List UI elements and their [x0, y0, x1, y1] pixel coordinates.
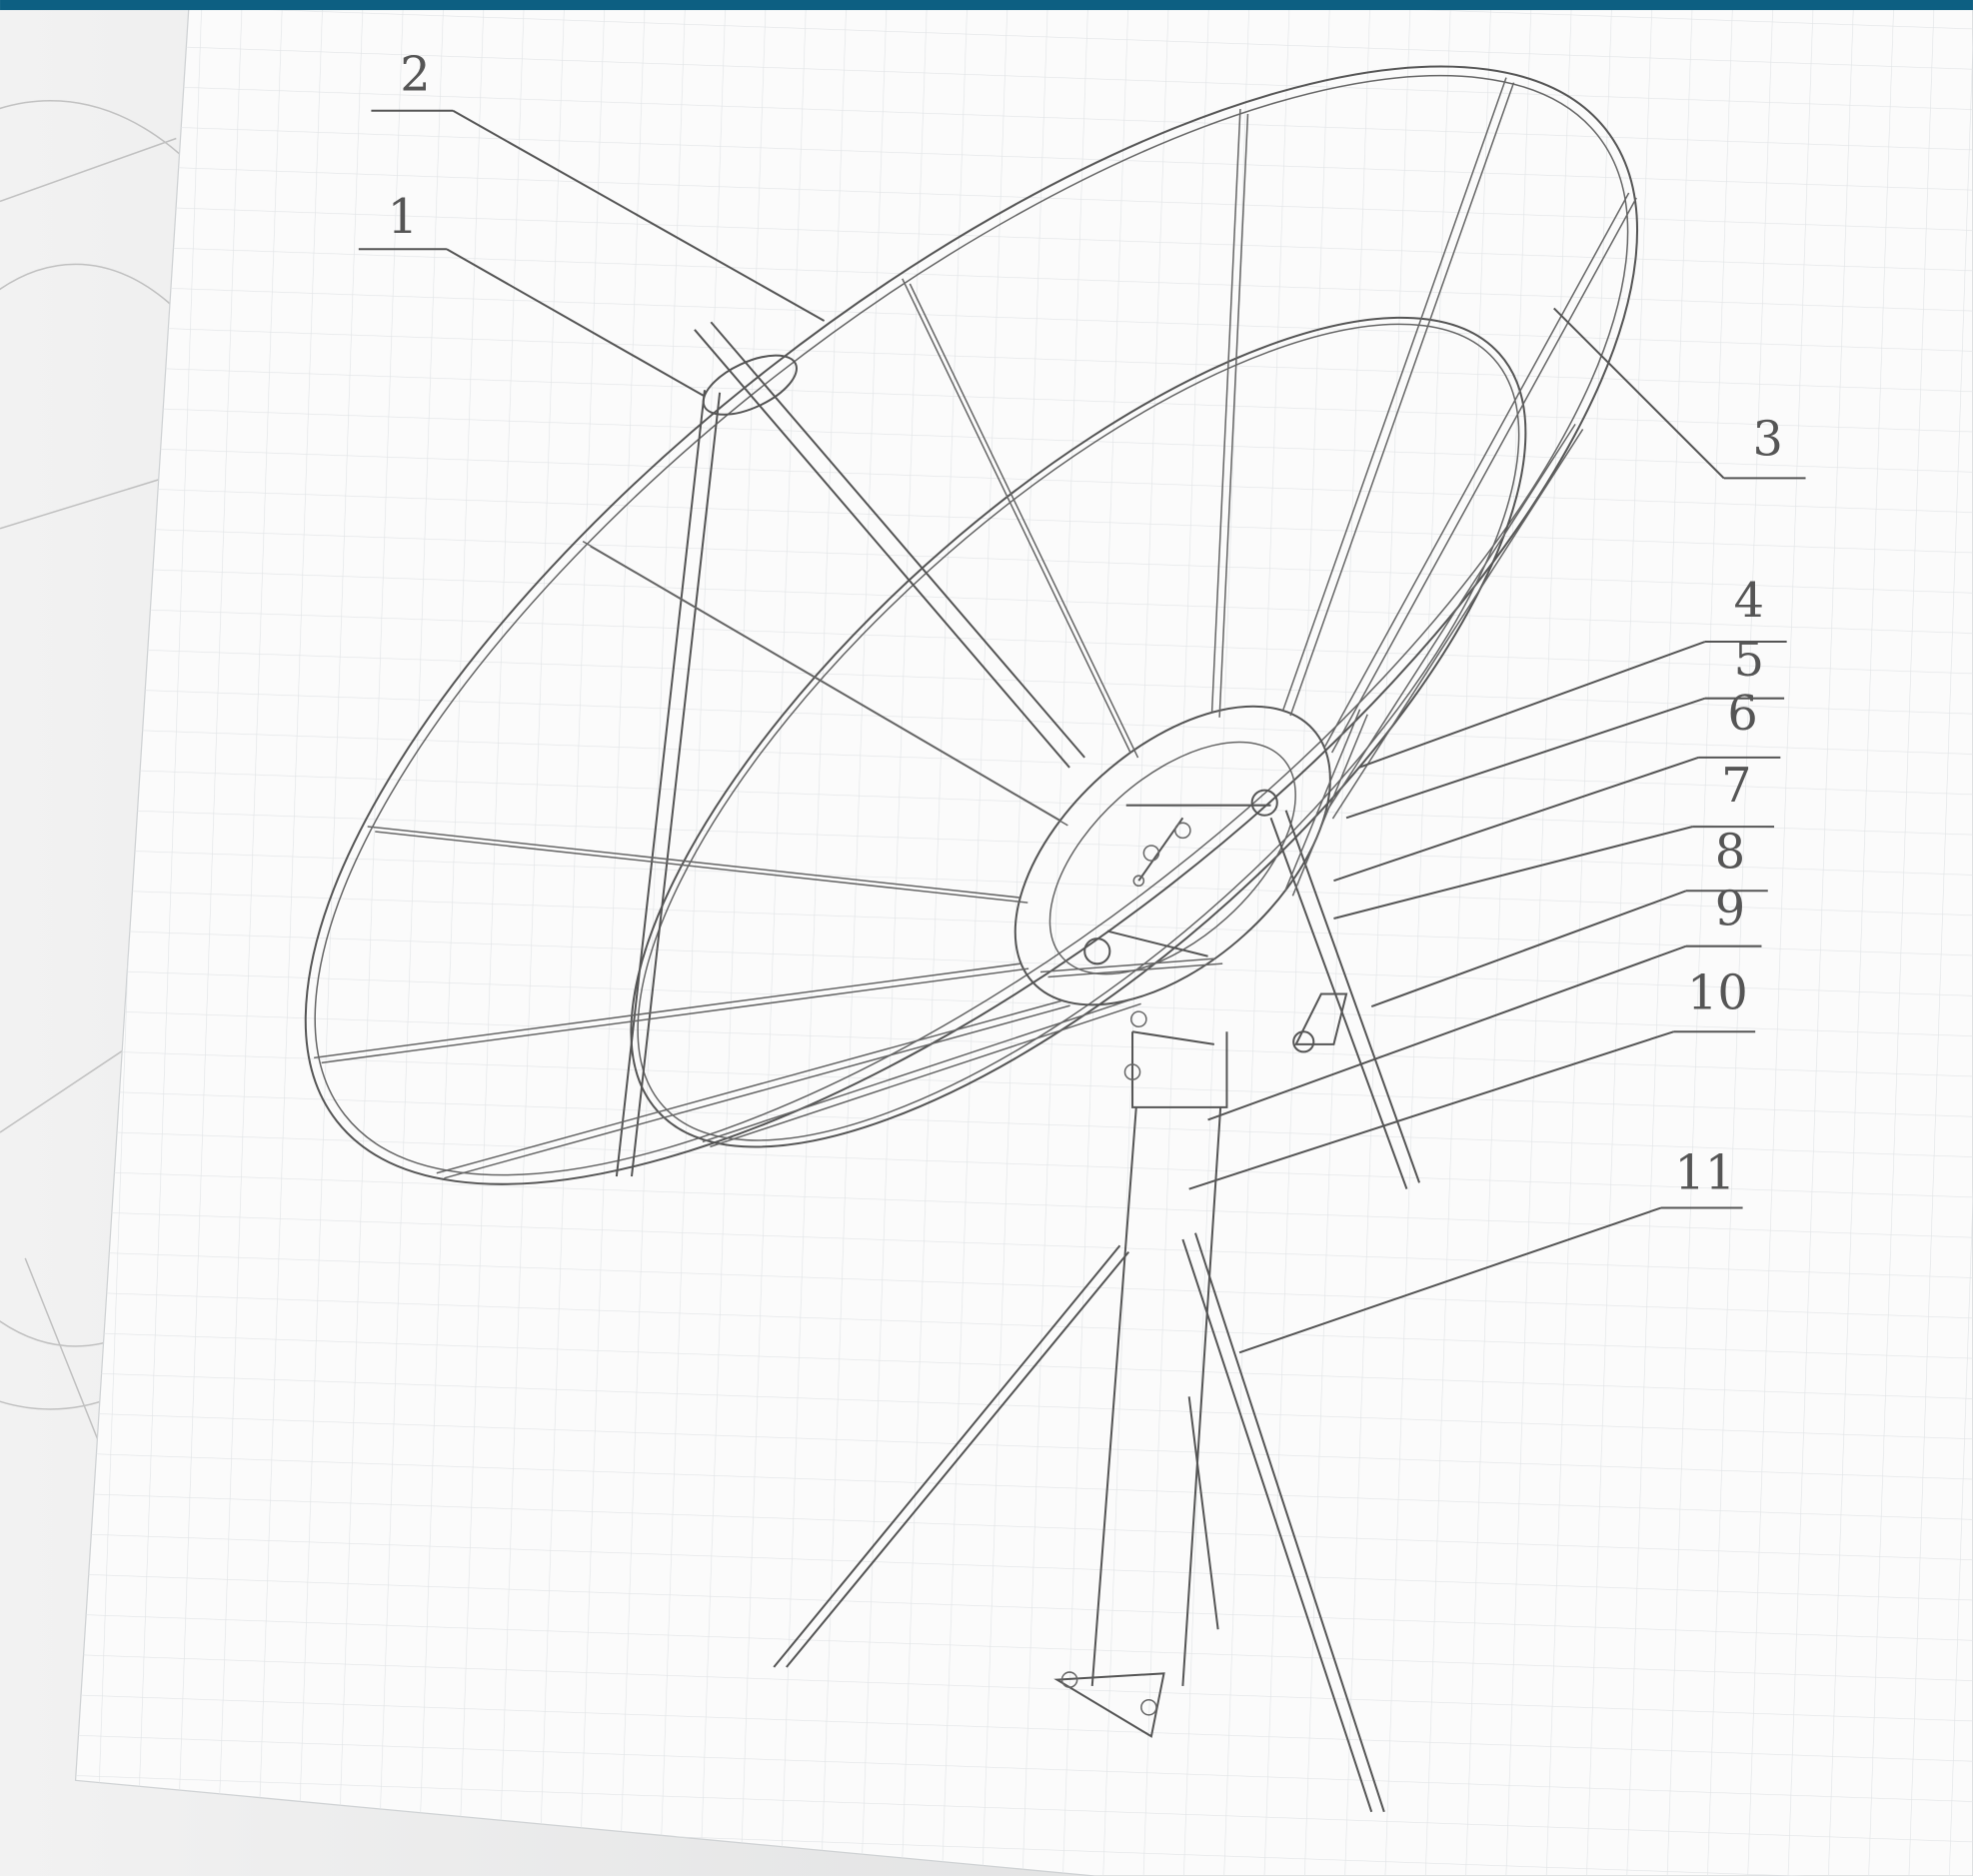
leader-line — [358, 248, 706, 398]
rib — [1039, 957, 1215, 973]
part-label: 5 — [1734, 633, 1764, 688]
part-label: 7 — [1721, 759, 1751, 814]
leader-line — [1333, 826, 1775, 920]
grid — [75, 5, 1973, 1876]
rib — [1289, 82, 1515, 717]
callouts: 1 2 3 456 7 89 10 11 — [358, 48, 1806, 1354]
part-label: 10 — [1687, 966, 1748, 1021]
rib — [1330, 197, 1637, 754]
rib — [710, 1002, 1141, 1148]
leader-line — [1238, 1206, 1743, 1354]
part-label: 11 — [1674, 1146, 1735, 1201]
rib — [1210, 108, 1241, 713]
leader-line — [1370, 890, 1768, 1008]
rib — [702, 997, 1134, 1143]
rib — [1291, 714, 1368, 897]
leader-line — [371, 109, 826, 322]
rib — [590, 546, 1068, 827]
rib — [375, 831, 1028, 904]
part-label: 9 — [1715, 882, 1745, 937]
rib — [1331, 429, 1584, 820]
part-label: 3 — [1753, 413, 1783, 468]
leader-line — [1345, 697, 1785, 820]
leader-line — [1358, 641, 1787, 769]
rib — [909, 283, 1139, 759]
rib — [314, 962, 1021, 1059]
leader-line — [1188, 1030, 1756, 1190]
rib — [902, 278, 1131, 754]
rib — [1284, 709, 1361, 892]
rib — [444, 1004, 1070, 1179]
rib — [1218, 113, 1249, 718]
rib — [1324, 423, 1576, 815]
part-label: 8 — [1715, 826, 1745, 881]
part-label: 4 — [1734, 574, 1764, 629]
leader-line — [1553, 307, 1806, 480]
rib — [1281, 77, 1507, 712]
dish — [304, 65, 1639, 1813]
rib — [321, 967, 1029, 1064]
leader-line — [1207, 944, 1762, 1121]
rib — [436, 999, 1063, 1174]
part-label: 1 — [388, 190, 418, 245]
top-bar — [0, 0, 1973, 11]
rib — [367, 826, 1020, 899]
rib — [1323, 192, 1630, 749]
part-label: 6 — [1727, 687, 1757, 742]
part-label: 2 — [400, 48, 430, 103]
leader-line — [1333, 756, 1781, 883]
rib — [1047, 962, 1223, 978]
